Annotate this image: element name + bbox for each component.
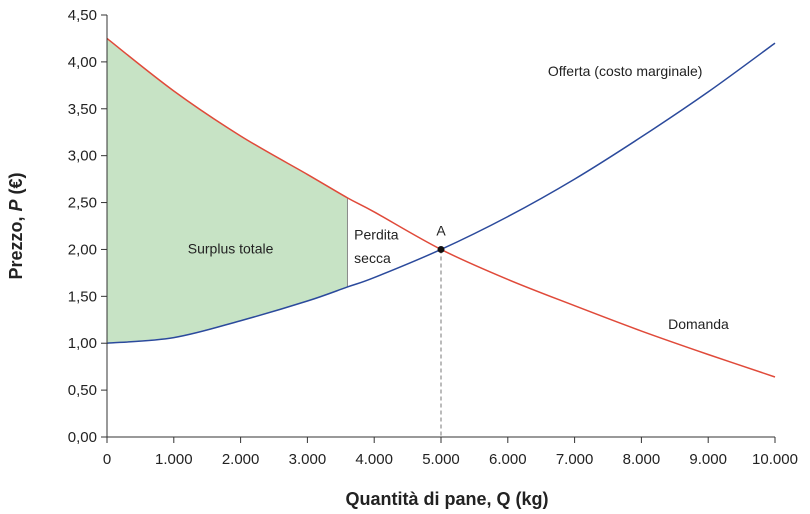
supply-curve [106,42,776,344]
y-axis-title-suffix: (€) [6,172,26,199]
demand-curve-label: Domanda [668,316,729,332]
x-tick-label: 1.000 [155,451,193,468]
deadweight-loss-label-line1: Perdita [354,226,399,242]
y-tick-label: 1,50 [68,288,97,305]
x-tick-label: 9.000 [689,451,727,468]
y-tick-label: 0,50 [68,382,97,399]
y-axis-title: Prezzo, P (€) [6,172,26,279]
x-tick-label: 2.000 [222,451,260,468]
total-surplus-area [107,38,348,344]
equilibrium-label: A [436,222,446,238]
x-tick-label: 7.000 [556,451,594,468]
x-tick-label: 8.000 [623,451,661,468]
y-tick-label: 0,00 [68,429,97,446]
x-axis-title: Quantità di pane, Q (kg) [345,489,548,509]
y-tick-label: 4,00 [68,54,97,71]
x-tick-label: 6.000 [489,451,527,468]
y-axis-title-prefix: Prezzo, [6,211,26,279]
supply-curve-label: Offerta (costo marginale) [548,63,703,79]
x-tick-label: 10.000 [752,451,798,468]
x-tick-label: 5.000 [422,451,460,468]
x-tick-label: 0 [103,451,111,468]
y-tick-label: 1,00 [68,335,97,352]
y-tick-label: 3,50 [68,101,97,118]
deadweight-loss-label-line2: secca [354,250,391,266]
y-tick-label: 3,00 [68,148,97,165]
y-tick-label: 2,00 [68,241,97,258]
total-surplus-label: Surplus totale [188,240,274,256]
equilibrium-point [437,245,445,253]
x-tick-label: 3.000 [289,451,327,468]
y-tick-label: 2,50 [68,195,97,212]
y-axis-title-variable: P [6,198,26,211]
y-tick-label: 4,50 [68,7,97,24]
x-tick-label: 4.000 [355,451,393,468]
demand-curve [106,37,776,378]
